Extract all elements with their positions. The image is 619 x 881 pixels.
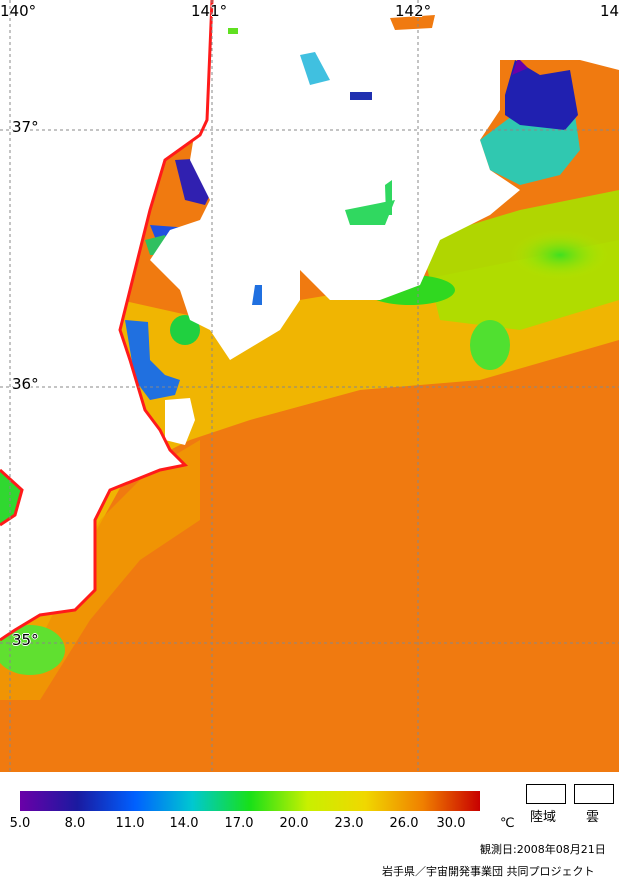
unit-label: ℃	[500, 816, 515, 831]
tick-label: 14.0	[169, 816, 199, 831]
spot-3	[385, 180, 392, 215]
legend-footer	[0, 772, 619, 881]
green-patch-3	[170, 315, 200, 345]
blue-pocket-coast-3	[125, 320, 180, 400]
land-key-swatch	[526, 784, 566, 804]
spot-6	[390, 15, 435, 30]
lat-label-36: 36°	[12, 375, 39, 393]
tick-label: 11.0	[115, 816, 145, 831]
cloud-area-coast	[165, 398, 195, 445]
tick-label: 5.0	[9, 816, 31, 831]
yellow-band	[0, 240, 619, 660]
sst-map: 140° 141° 142° 143° 37° 36° 35°	[0, 0, 619, 772]
lon-label-143: 143°	[600, 2, 619, 20]
green-patch-4	[0, 625, 65, 675]
tick-label: 17.0	[224, 816, 254, 831]
spot-5	[350, 92, 372, 100]
tick-label: 26.0	[389, 816, 419, 831]
tick-label: 30.0	[436, 816, 466, 831]
purple-pocket-ne	[512, 58, 528, 75]
blue-pocket-ne	[505, 60, 578, 130]
tick-label: 8.0	[64, 816, 86, 831]
land-lake	[0, 470, 22, 525]
land-key-label: 陸域	[530, 810, 557, 825]
lat-label-35: 35°	[12, 631, 39, 649]
spot-1	[300, 52, 330, 85]
green-patch-2	[470, 320, 510, 370]
coastline-west	[0, 468, 24, 527]
green-patch-6	[510, 230, 610, 280]
cloud-area-north	[150, 0, 619, 360]
spot-2	[345, 200, 395, 225]
temperature-colorbar	[20, 791, 480, 811]
credit-line: 岩手県／宇宙開発事業団 共同プロジェクト	[382, 865, 595, 878]
cloud-key-label: 雲	[586, 810, 600, 825]
coastline	[0, 0, 214, 642]
sst-map-graphic	[0, 0, 619, 772]
tick-label: 20.0	[279, 816, 309, 831]
observation-date: 観測日:2008年08月21日	[480, 843, 606, 856]
lon-label-142: 142°	[395, 2, 432, 20]
lon-label-140: 140°	[0, 2, 37, 20]
graticule	[0, 0, 619, 772]
land-area	[0, 0, 212, 640]
spot-4	[252, 285, 262, 305]
tick-label: 23.0	[334, 816, 364, 831]
spot-7	[228, 28, 238, 34]
lat-label-37: 37°	[12, 118, 39, 136]
cloud-key-swatch	[574, 784, 614, 804]
lon-label-141: 141°	[191, 2, 228, 20]
